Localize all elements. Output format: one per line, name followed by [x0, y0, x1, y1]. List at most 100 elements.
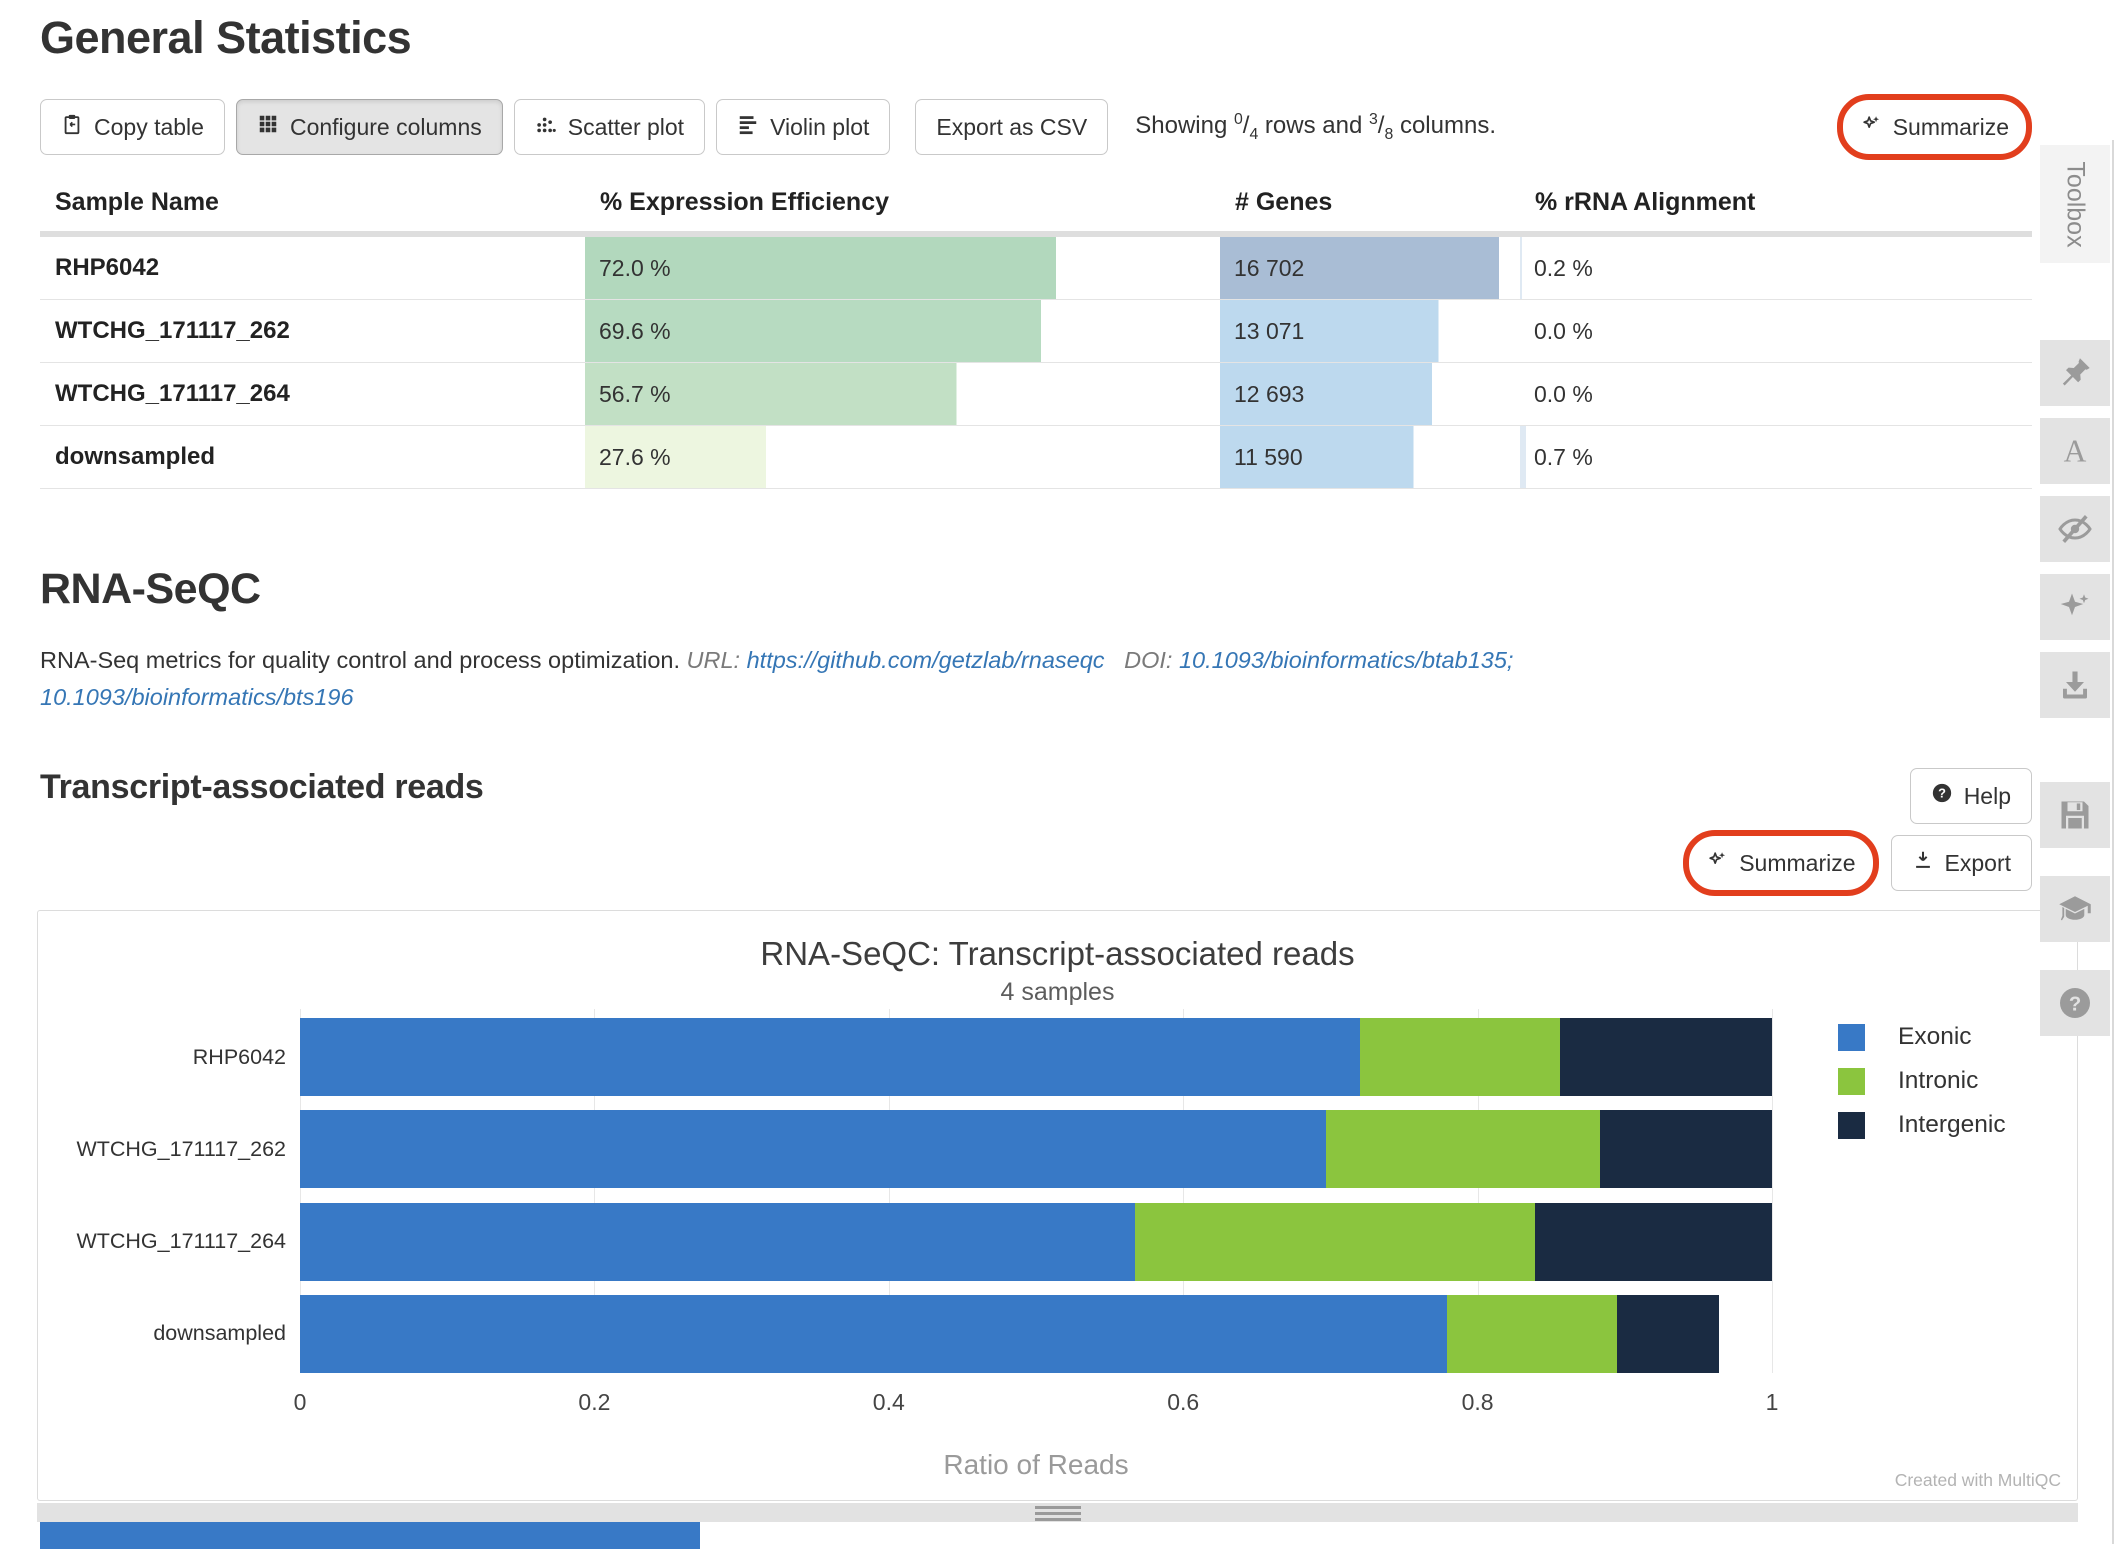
rrna-alignment-cell-bar: 0.0 % — [1520, 300, 2032, 362]
toolbox-sidebar: Toolbox A? — [2034, 0, 2120, 1544]
sparkle-icon — [1860, 113, 1882, 141]
legend-item-intronic[interactable]: Intronic — [1838, 1067, 2006, 1095]
chart-x-ticks: 0 0.2 0.4 0.6 0.8 1 — [294, 1389, 1779, 1421]
bar-segment-exonic[interactable] — [300, 1202, 1135, 1281]
violin-lines-icon — [737, 113, 759, 141]
help-button[interactable]: ? Help — [1909, 768, 2032, 824]
expression-efficiency-cell: 69.6 % — [585, 299, 1220, 363]
chart-category-label: downsampled — [153, 1321, 286, 1346]
bar-segment-intronic[interactable] — [1134, 1202, 1535, 1281]
table-row: WTCHG_171117_262 69.6 % 13 071 0.0 % — [40, 299, 2032, 363]
drag-handle-icon[interactable] — [1034, 1506, 1081, 1524]
rrna-alignment-cell-bar: 0.2 % — [1520, 237, 2032, 299]
violin-plot-button[interactable]: Violin plot — [716, 99, 891, 155]
legend-swatch — [1838, 1111, 1865, 1139]
table-row: downsampled 27.6 % 11 590 0.7 % — [40, 425, 2032, 489]
col-header-sample-name[interactable]: Sample Name — [40, 180, 585, 237]
bar-segment-intronic[interactable] — [1446, 1294, 1618, 1373]
chart-legend: Exonic Intronic Intergenic — [1838, 1023, 2006, 1155]
genes-cell: 11 590 — [1220, 425, 1520, 489]
chart-bars — [300, 1018, 1772, 1373]
bar-segment-intergenic[interactable] — [1599, 1110, 1772, 1189]
toolbox-download-icon[interactable] — [2040, 652, 2110, 718]
chart-x-tick-label: 0.2 — [578, 1389, 611, 1415]
plot-actions: Summarize Export — [40, 830, 2032, 896]
col-header-rrna-alignment[interactable]: % rRNA Alignment — [1520, 180, 2032, 237]
rrna-alignment-cell: 0.0 % — [1520, 299, 2032, 363]
legend-swatch — [1838, 1067, 1865, 1095]
sample-name-cell: RHP6042 — [40, 234, 585, 300]
chart-plot-area — [300, 1009, 1773, 1373]
expression-efficiency-cell: 56.7 % — [585, 362, 1220, 426]
module-url-link[interactable]: https://github.com/getzlab/rnaseqc — [746, 647, 1105, 673]
report-main: General Statistics Copy table Configure … — [37, 0, 2078, 1549]
bar-segment-exonic[interactable] — [300, 1110, 1326, 1189]
rrna-alignment-cell: 0.2 % — [1520, 234, 2032, 300]
chart-category-label: RHP6042 — [192, 1044, 286, 1069]
toolbox-font-icon[interactable]: A — [2040, 418, 2110, 484]
bar-segment-intergenic[interactable] — [1560, 1018, 1772, 1096]
table-summarize-button[interactable]: Summarize — [1849, 105, 2019, 149]
chart-gridline — [300, 1009, 301, 1373]
configure-columns-button[interactable]: Configure columns — [235, 99, 503, 155]
copy-table-button[interactable]: Copy table — [40, 99, 225, 155]
genes-cell-bar: 13 071 — [1220, 300, 1520, 362]
bar-segment-intergenic[interactable] — [1535, 1202, 1772, 1281]
chart-watermark: Created with MultiQC — [1894, 1470, 2061, 1490]
legend-item-intergenic[interactable]: Intergenic — [1838, 1111, 2006, 1139]
doi-label: DOI: — [1124, 647, 1173, 673]
download-icon — [1912, 849, 1934, 877]
chart-bar-row — [300, 1294, 1772, 1373]
url-label: URL: — [686, 647, 741, 673]
page-title: General Statistics — [40, 12, 412, 63]
bar-segment-intronic[interactable] — [1359, 1018, 1561, 1096]
genes-cell: 13 071 — [1220, 299, 1520, 363]
toolbox-sparkle-icon[interactable] — [2040, 574, 2110, 640]
chart-category-label: WTCHG_171117_264 — [76, 1229, 286, 1254]
toolbox-cite-icon[interactable] — [2040, 876, 2110, 942]
svg-text:?: ? — [1938, 786, 1946, 801]
section-header: Transcript-associated reads ? Help — [40, 768, 2032, 824]
question-circle-icon: ? — [1931, 782, 1953, 810]
module-doi-link-2[interactable]: 10.1093/bioinformatics/bts196 — [40, 684, 354, 710]
bar-segment-exonic[interactable] — [300, 1018, 1360, 1096]
bar-segment-intergenic[interactable] — [1617, 1294, 1719, 1373]
module-title: RNA-SeQC — [40, 565, 261, 613]
col-header-expression-efficiency[interactable]: % Expression Efficiency — [585, 180, 1220, 237]
rrna-alignment-cell-bar: 0.0 % — [1520, 363, 2032, 425]
chart-x-axis-label: Ratio of Reads — [943, 1449, 1129, 1480]
legend-item-exonic[interactable]: Exonic — [1838, 1023, 2006, 1051]
module-doi-link-1[interactable]: 10.1093/bioinformatics/btab135; — [1178, 647, 1514, 673]
expression-efficiency-cell-bar: 72.0 % — [585, 237, 1220, 299]
toolbox-save-icon[interactable] — [2040, 782, 2110, 848]
plot-resize-strip[interactable] — [37, 1503, 2078, 1522]
chart-x-tick-label: 0 — [293, 1389, 307, 1415]
toolbox-pin-icon[interactable] — [2040, 340, 2110, 406]
genes-cell-bar: 12 693 — [1220, 363, 1520, 425]
table-header-row: Sample Name % Expression Efficiency # Ge… — [40, 180, 2032, 237]
chart-bar-row — [300, 1202, 1772, 1281]
chart-bar-row — [300, 1110, 1772, 1189]
plot-summarize-annotation-ring: Summarize — [1683, 830, 1879, 896]
genes-cell: 12 693 — [1220, 362, 1520, 426]
bar-segment-exonic[interactable] — [300, 1294, 1447, 1373]
export-csv-button[interactable]: Export as CSV — [915, 99, 1109, 155]
sample-name-cell: WTCHG_171117_262 — [40, 299, 585, 363]
next-plot-bar-sliver — [40, 1522, 700, 1549]
toolbox-eye-slash-icon[interactable] — [2040, 496, 2110, 562]
scatter-plot-button[interactable]: Scatter plot — [513, 99, 706, 155]
plot-summarize-button[interactable]: Summarize — [1696, 841, 1866, 885]
toolbox-help-icon[interactable]: ? — [2040, 970, 2110, 1036]
grid-icon — [257, 113, 279, 141]
sample-name-cell: downsampled — [40, 425, 585, 489]
table-row: RHP6042 72.0 % 16 702 0.2 % — [40, 234, 2032, 300]
chart-category-label: WTCHG_171117_262 — [76, 1136, 286, 1161]
chart-x-tick-label: 0.6 — [1167, 1389, 1200, 1415]
bar-segment-intronic[interactable] — [1325, 1110, 1600, 1189]
expression-efficiency-cell-bar: 56.7 % — [585, 363, 1220, 425]
toolbox-tab[interactable]: Toolbox — [2040, 145, 2110, 263]
plot-export-button[interactable]: Export — [1890, 835, 2032, 891]
sparkle-icon — [1706, 849, 1728, 877]
col-header-genes[interactable]: # Genes — [1220, 180, 1520, 237]
